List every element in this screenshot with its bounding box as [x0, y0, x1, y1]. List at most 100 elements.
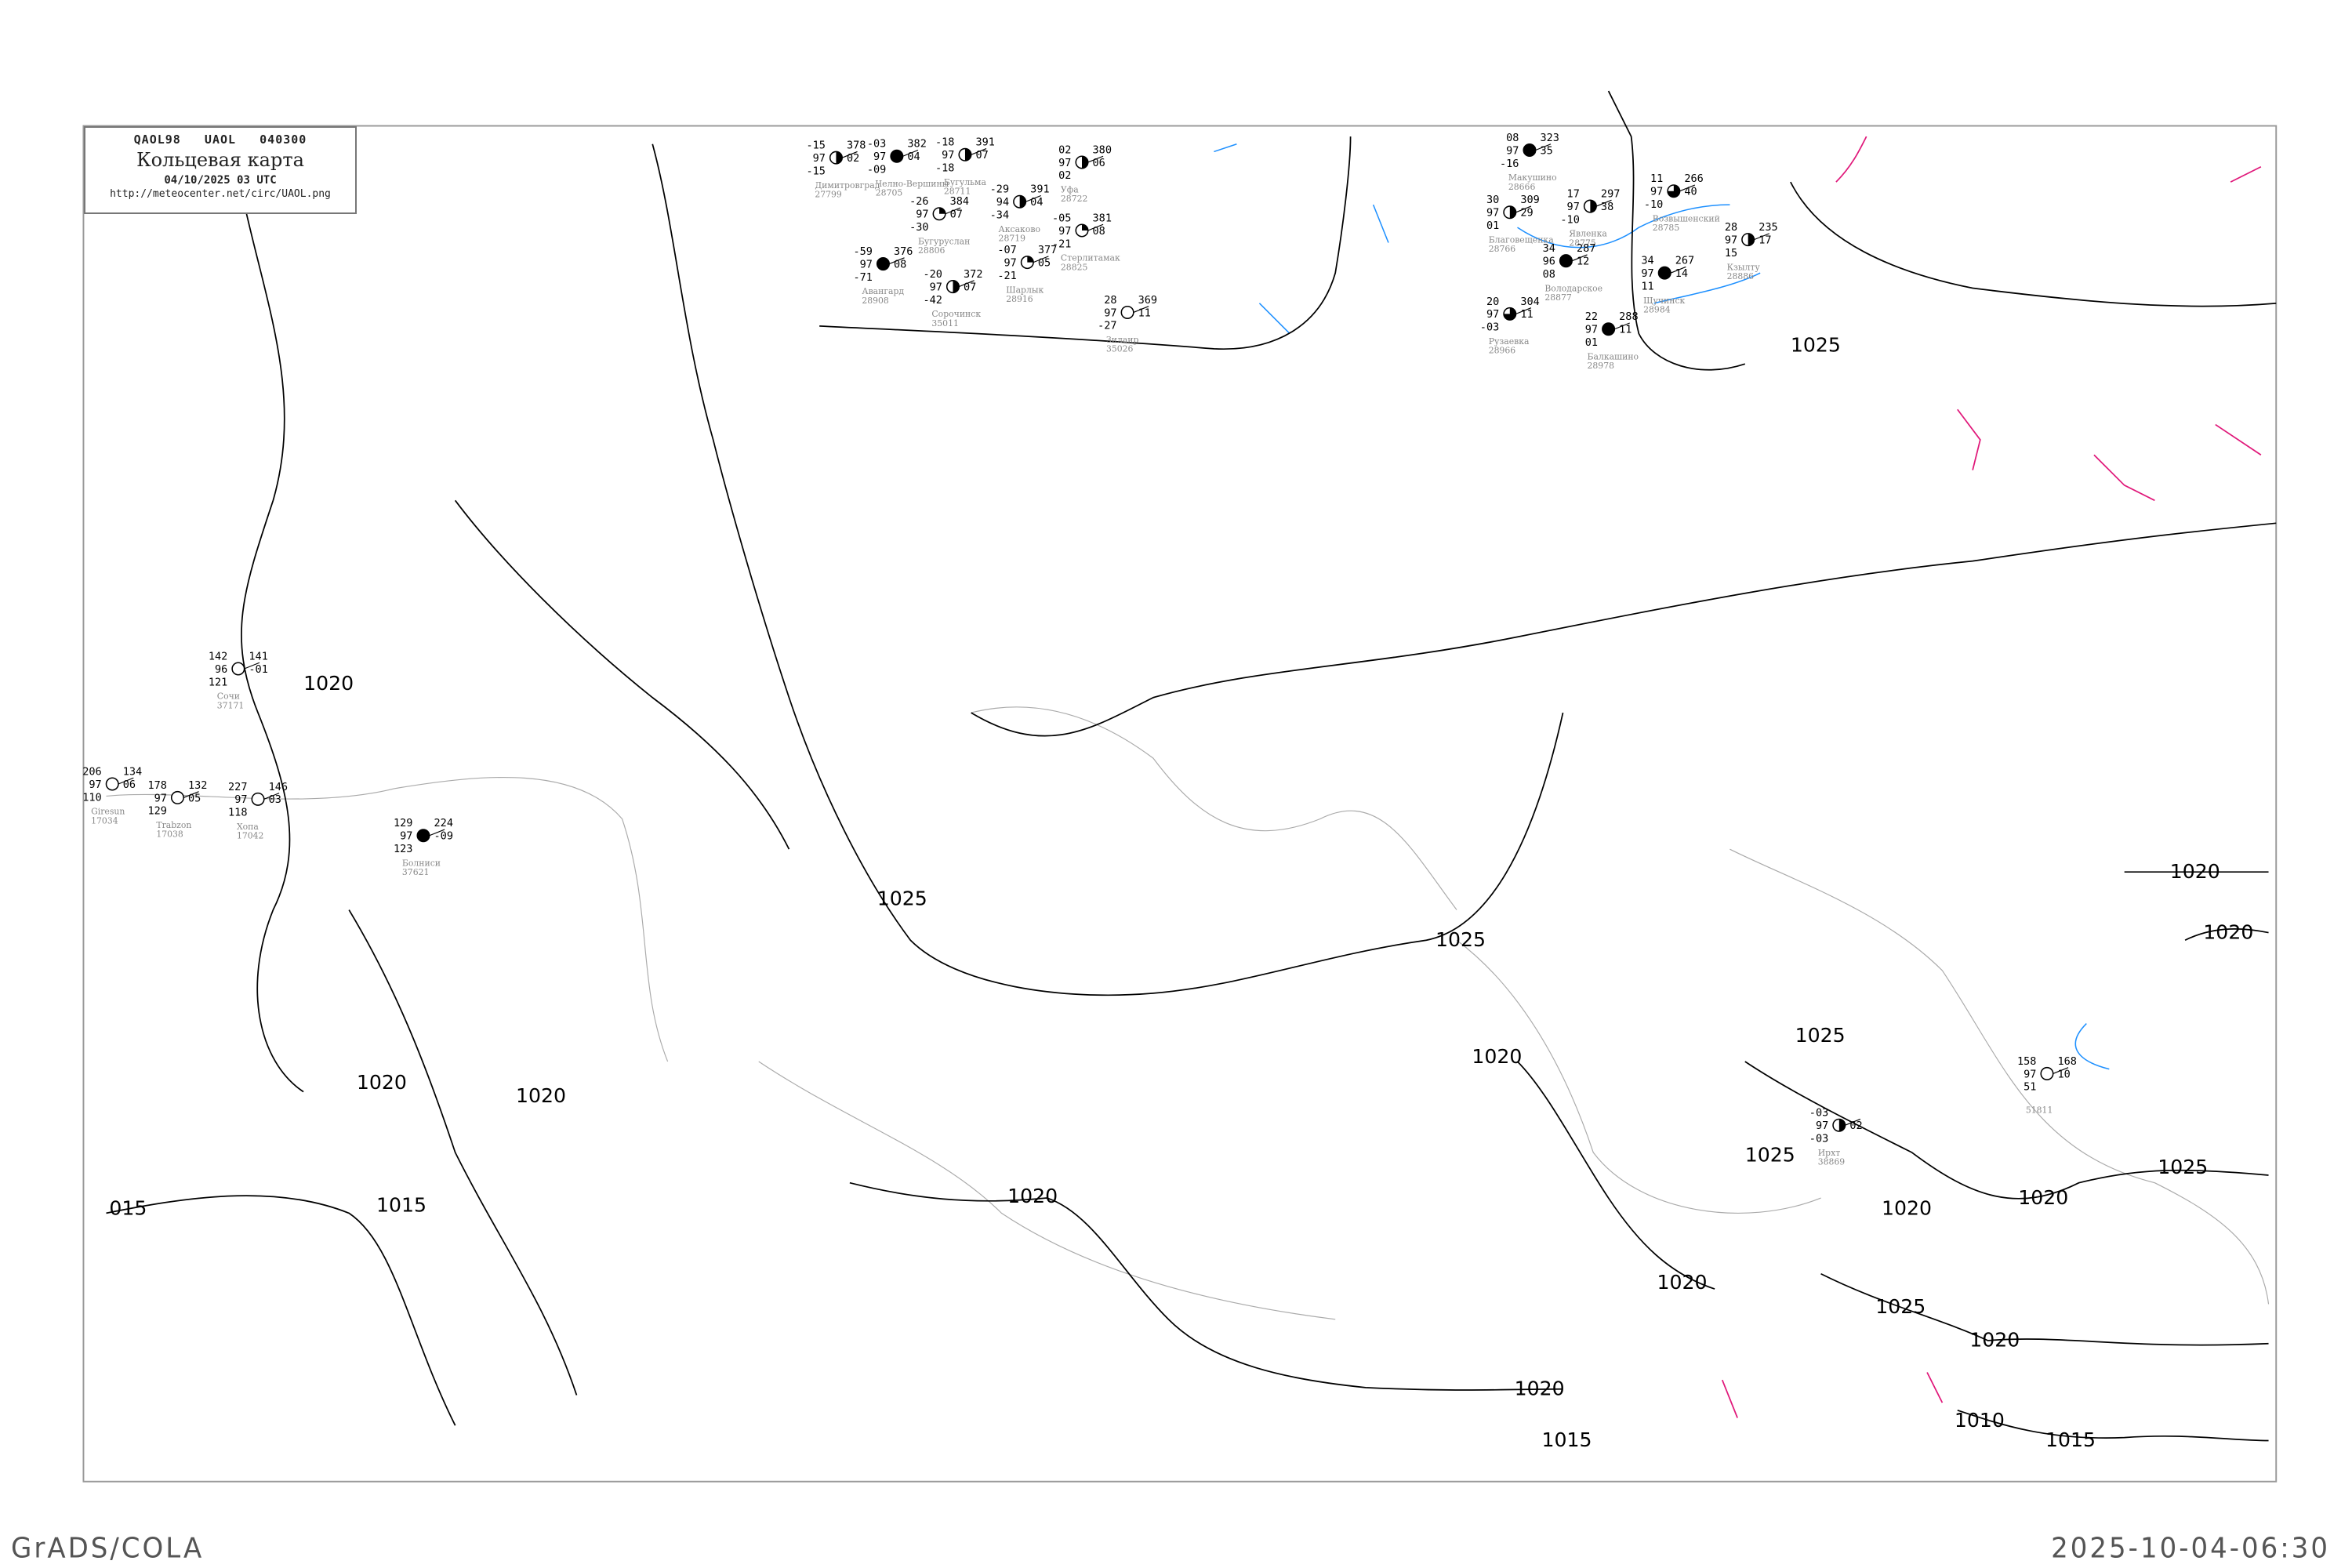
isobar-label: 1010 — [1955, 1409, 2005, 1432]
station-name: Благовещенка — [1489, 234, 1554, 245]
pressure-tendency: 07 — [950, 209, 963, 221]
pressure-reading: 97 — [1104, 307, 1116, 319]
station-name: Возвышенский — [1653, 213, 1720, 223]
pressure-reading: 97 — [873, 151, 886, 163]
pressure-tendency: 06 — [123, 779, 136, 791]
pressure-reading: 97 — [1641, 267, 1653, 280]
station-index: 28766 — [1489, 244, 1516, 254]
station-index: 28705 — [876, 188, 903, 198]
air-temperature: 28 — [1104, 294, 1116, 307]
dew-point: 110 — [82, 791, 101, 804]
source-url[interactable]: http://meteocenter.net/circ/UAOL.png — [110, 188, 331, 200]
sea-level-pressure: 297 — [1601, 187, 1620, 200]
pressure-reading: 94 — [996, 196, 1009, 209]
wind-barb — [263, 793, 280, 800]
pressure-tendency: 04 — [907, 151, 920, 163]
pressure-tendency: 03 — [269, 793, 281, 806]
dew-point: -27 — [1098, 320, 1116, 332]
air-temperature: 22 — [1585, 310, 1598, 323]
pressure-reading: 97 — [89, 779, 101, 791]
station-index: 28966 — [1489, 346, 1516, 356]
pressure-reading: 96 — [215, 663, 227, 676]
rivers — [1214, 143, 2110, 1070]
air-temperature: 08 — [1506, 132, 1519, 144]
pressure-reading: 97 — [942, 149, 954, 162]
sea-level-pressure: 304 — [1520, 296, 1539, 308]
sea-level-pressure: 391 — [976, 136, 995, 149]
pressure-reading: 97 — [154, 792, 167, 804]
air-temperature: 158 — [2017, 1055, 2036, 1068]
sea-level-pressure: 288 — [1619, 310, 1638, 323]
station-name: Авангард — [862, 286, 904, 296]
footer-timestamp: 2025-10-04-06:30 — [2051, 1532, 2330, 1565]
map-frame — [82, 125, 2278, 1483]
cloud-fill — [1082, 224, 1088, 231]
wind-barb — [1571, 254, 1588, 262]
cloud-fill — [939, 207, 946, 214]
wind-barb — [1535, 143, 1552, 151]
station-name: Челно-Вершины — [876, 179, 949, 189]
pressure-tendency: 38 — [1601, 201, 1613, 213]
isobar-label: 1025 — [2158, 1156, 2208, 1178]
dew-point: 01 — [1585, 336, 1598, 349]
cloud-fill — [953, 280, 960, 293]
isobar-label: 1020 — [1472, 1045, 1522, 1068]
dew-point: -21 — [1052, 238, 1071, 250]
dew-point: -71 — [853, 271, 872, 284]
isobar-label: 1020 — [1515, 1377, 1565, 1400]
air-temperature: -26 — [909, 195, 928, 208]
pressure-reading: 97 — [1004, 256, 1016, 269]
isobar-label: 1025 — [1875, 1295, 1926, 1318]
sea-level-pressure: 309 — [1520, 194, 1539, 206]
wind-barb — [841, 151, 858, 158]
pressure-tendency: 05 — [1038, 256, 1051, 269]
air-temperature: -29 — [990, 183, 1009, 196]
cloud-fill — [964, 148, 971, 162]
dew-point: -10 — [1644, 198, 1663, 211]
station-index: 28666 — [1508, 182, 1536, 192]
sea-level-pressure: 266 — [1684, 172, 1703, 185]
pressure-tendency: 08 — [1093, 225, 1105, 238]
wind-barb — [1087, 155, 1104, 163]
dew-point: -16 — [1500, 158, 1519, 170]
wind-barb — [118, 777, 134, 785]
cloud-fill — [1748, 233, 1755, 246]
bulletin-code: QAOL98 UAOL 040300 — [133, 132, 307, 147]
cloud-fill — [1509, 206, 1516, 219]
air-temperature: 34 — [1641, 255, 1653, 267]
pressure-reading: 97 — [1567, 201, 1580, 213]
sea-level-pressure: 377 — [1038, 244, 1057, 256]
sea-level-pressure: 369 — [1138, 294, 1157, 307]
station-name: Стерлитамак — [1061, 253, 1120, 263]
station-name: Явленка — [1569, 229, 1607, 239]
station-index: 17034 — [91, 815, 118, 826]
